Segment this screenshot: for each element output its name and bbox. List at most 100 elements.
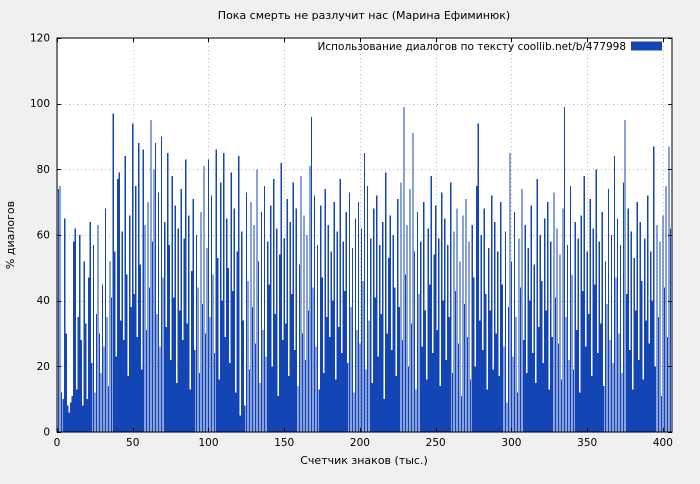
impulse-bar [115,356,117,432]
impulse-bar [421,346,423,432]
impulse-bar [485,294,487,432]
impulse-bar [116,179,119,432]
impulse-bar [157,192,160,432]
y-tick-label: 100 [30,98,50,110]
impulse-bar [522,340,525,432]
impulse-bar [227,267,229,432]
impulse-bar [94,392,96,432]
impulse-bar [519,287,522,432]
impulse-bar [329,336,331,432]
impulse-bar [103,346,105,432]
impulse-bar [382,221,384,432]
impulse-bar [286,198,288,432]
impulse-bar [662,215,664,432]
impulse-bar [477,123,479,433]
impulse-bar [586,251,588,432]
impulse-bar [582,290,584,432]
impulse-bar [647,195,649,432]
impulse-bar [568,359,570,432]
impulse-bar [113,251,116,432]
impulse-bar [110,297,113,432]
impulse-bar [588,313,590,432]
impulse-bar [74,228,76,432]
impulse-bar [130,307,132,432]
impulse-bar [603,386,605,432]
impulse-bar [221,300,223,432]
impulse-bar [118,172,120,432]
impulse-bar [262,330,264,432]
impulse-bar [245,192,248,432]
impulse-bar [268,284,270,432]
impulse-bar [451,372,454,432]
impulse-bar [360,228,363,432]
impulse-bar [154,143,157,432]
impulse-bar [642,379,644,432]
impulse-bar [510,261,513,432]
impulse-bar [559,254,561,432]
impulse-bar [182,340,184,432]
impulse-bar [539,235,541,432]
impulse-bar [386,333,388,432]
impulse-bar [625,294,628,432]
impulse-bar [170,359,172,432]
impulse-bar [241,231,243,432]
impulse-bar [236,251,238,432]
impulse-bar [313,195,316,432]
impulse-bar [495,333,497,432]
impulse-bar [618,333,620,432]
impulse-bar [230,172,232,432]
impulse-bar [289,221,291,432]
impulse-bar [198,372,201,432]
impulse-bar [309,166,311,433]
impulse-bar [491,195,493,432]
impulse-bar [288,376,290,432]
impulse-bar [538,326,540,432]
impulse-bar [615,277,617,432]
impulse-bar [232,290,234,432]
impulse-bar [632,389,634,432]
impulse-bar [445,359,447,432]
impulse-bar [141,369,143,432]
impulse-bar [406,225,408,432]
impulse-bar [333,202,335,432]
impulse-bar [488,248,490,432]
impulse-bar [59,185,61,432]
impulse-bar [351,248,354,432]
impulse-bar [68,412,70,432]
impulse-bar [433,254,435,432]
impulse-bar [67,405,69,432]
impulse-bar [419,241,422,432]
impulse-bar [383,399,385,432]
impulse-bar [492,369,494,432]
impulse-bar [663,287,666,432]
impulse-bar [554,297,557,432]
impulse-bar [109,261,111,432]
impulse-bar [83,261,85,432]
impulse-bar [468,241,470,432]
impulse-bar [260,212,263,432]
impulse-bar [556,228,558,432]
impulse-bar [595,169,597,432]
impulse-bar [235,392,237,432]
impulse-bar [389,215,391,432]
impulse-bar [341,353,343,432]
impulse-bar [183,238,185,432]
impulse-bar [71,395,73,432]
impulse-bar [63,218,66,432]
impulse-bar [274,313,276,432]
impulse-bar [466,336,469,432]
impulse-bar [345,212,348,432]
impulse-bar [424,310,426,432]
impulse-bar [535,382,537,432]
impulse-bar [60,392,63,432]
impulse-bar [377,356,379,432]
impulse-bar [70,402,72,432]
x-tick-label: 150 [274,437,294,449]
impulse-bar [244,405,246,432]
impulse-bar [471,225,473,432]
impulse-bar [601,212,604,432]
impulse-bar [354,218,357,432]
impulse-bar [224,336,226,432]
impulse-bar [294,349,296,432]
impulse-bar [79,235,81,432]
